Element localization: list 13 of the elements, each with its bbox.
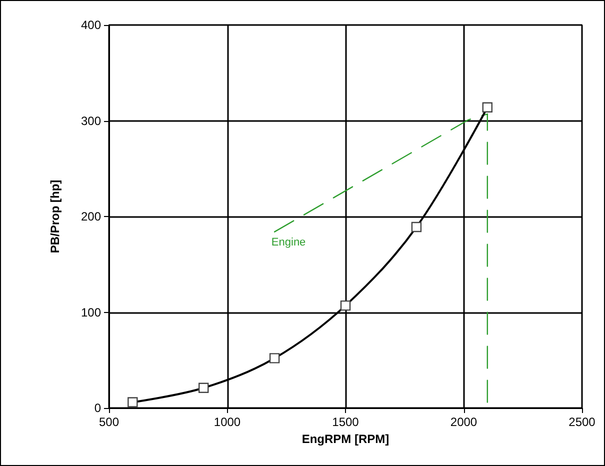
- y-tick-label: 200: [80, 210, 102, 224]
- series-label: Engine: [271, 236, 306, 248]
- y-axis-title: PB/Prop [hp]: [48, 180, 62, 254]
- x-tick-label: 1500: [332, 415, 360, 429]
- x-tick-label: 1000: [214, 415, 241, 429]
- x-tick-label: 500: [98, 415, 120, 429]
- y-tick-label: 300: [80, 114, 102, 128]
- x-tick-label: 2000: [450, 415, 478, 429]
- y-tick-label: 100: [80, 305, 102, 320]
- y-tick-label: 0: [94, 401, 102, 415]
- x-tick-label: 2500: [568, 415, 596, 429]
- x-axis-title: EngRPM [RPM]: [302, 432, 390, 446]
- y-tick-label: 400: [80, 18, 102, 32]
